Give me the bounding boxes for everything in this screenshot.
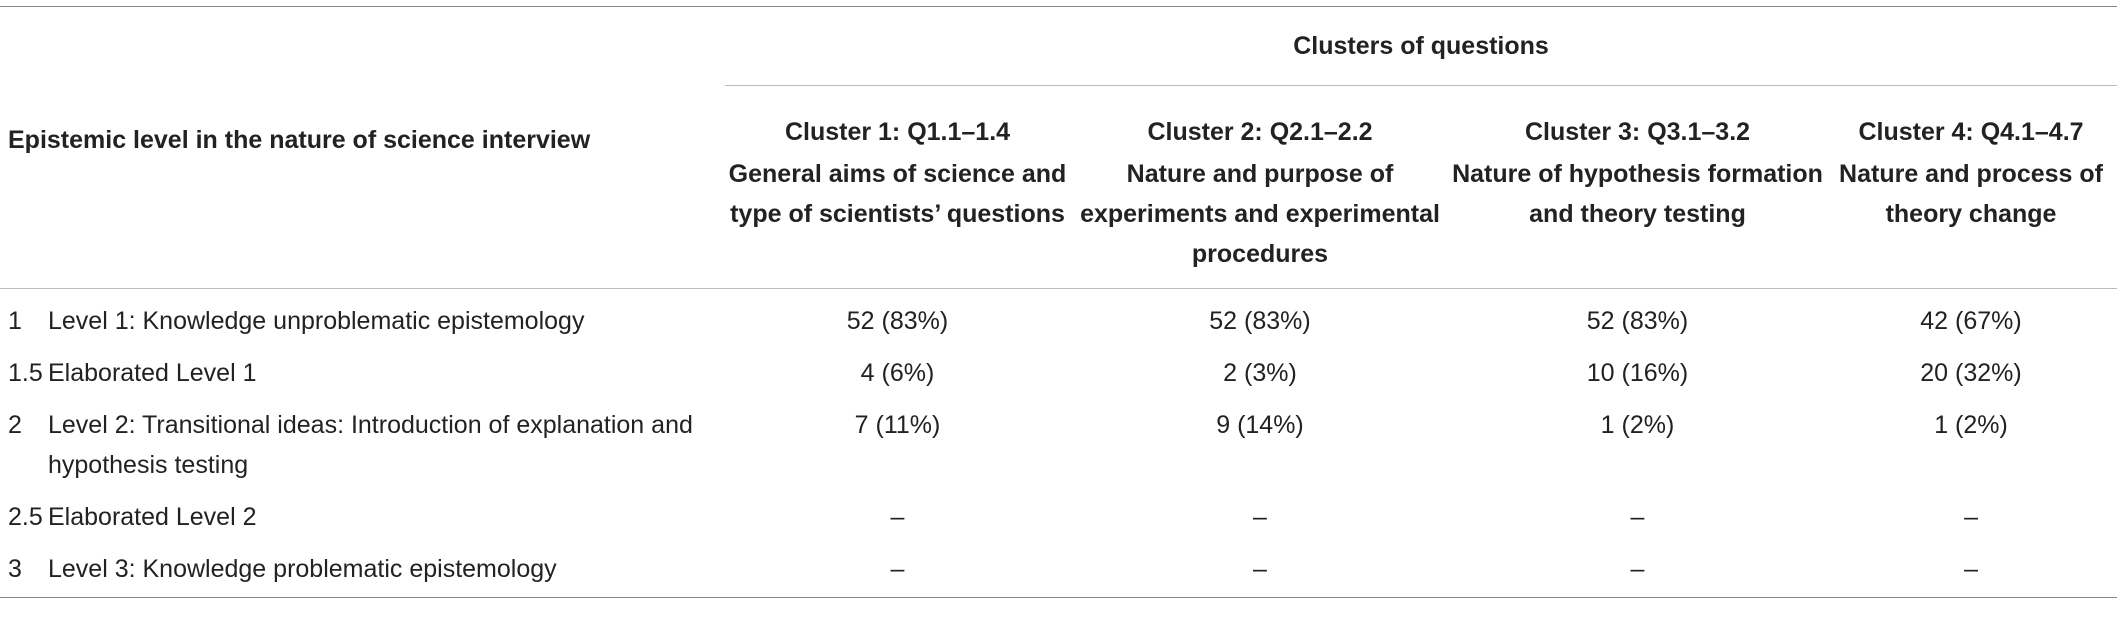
level-number: 1	[8, 307, 22, 335]
value-cell: 1 (2%)	[1934, 411, 2008, 439]
cluster-1-id: Cluster 1: Q1.1–1.4	[784, 118, 1011, 146]
value-cell: –	[890, 503, 905, 531]
level-label: Level 3: Knowledge problematic epistemol…	[48, 555, 557, 583]
level-cell: 2 Level 2: Transitional ideas: Introduct…	[0, 393, 725, 485]
level-column-header: Epistemic level in the nature of science…	[0, 85, 725, 289]
value-cell: –	[1070, 537, 1450, 598]
level-number: 2.5	[8, 503, 43, 531]
table-row: 3 Level 3: Knowledge problematic epistem…	[0, 537, 2117, 598]
table-row: 2 Level 2: Transitional ideas: Introduct…	[0, 393, 2117, 485]
value-cell: –	[725, 537, 1070, 598]
cluster-1-desc: General aims of science and type of scie…	[728, 160, 1067, 228]
cluster-3-desc: Nature of hypothesis formation and theor…	[1452, 160, 1823, 228]
value-cell: –	[1253, 503, 1267, 531]
cluster-3-header: Cluster 3: Q3.1–3.2 Nature of hypothesis…	[1450, 85, 1825, 289]
value-cell: 20 (32%)	[1920, 359, 2022, 387]
value-cell: 2 (3%)	[1223, 359, 1297, 387]
level-cell: 1.5 Elaborated Level 1	[0, 341, 725, 393]
level-label: Level 1: Knowledge unproblematic epistem…	[48, 307, 585, 335]
value-cell: 52 (83%)	[846, 307, 949, 335]
value-cell: 9 (14%)	[1216, 411, 1304, 439]
cluster-2-header: Cluster 2: Q2.1–2.2 Nature and purpose o…	[1070, 85, 1450, 289]
value-cell: 10 (16%)	[1586, 359, 1689, 387]
table-row: 2.5 Elaborated Level 2 – – – –	[0, 485, 2117, 537]
value-cell: 52 (83%)	[1586, 307, 1689, 335]
level-label: Elaborated Level 2	[48, 503, 257, 531]
value-cell: 1 (2%)	[1600, 411, 1675, 439]
level-number: 3	[8, 555, 22, 583]
value-cell: –	[1964, 503, 1978, 531]
clusters-title: Clusters of questions	[725, 6, 2117, 86]
cluster-4-desc: Nature and process of theory change	[1839, 160, 2103, 228]
cluster-2-desc: Nature and purpose of experiments and ex…	[1080, 160, 1440, 268]
level-label: Elaborated Level 1	[48, 359, 257, 387]
header-row-subclusters: Epistemic level in the nature of science…	[0, 85, 2117, 289]
level-cell: 3 Level 3: Knowledge problematic epistem…	[0, 537, 725, 598]
value-cell: 42 (67%)	[1920, 307, 2022, 335]
value-cell: –	[1450, 537, 1825, 598]
cluster-2-id: Cluster 2: Q2.1–2.2	[1147, 118, 1373, 146]
header-row-clusters: Clusters of questions	[0, 6, 2117, 86]
value-cell: 4 (6%)	[860, 359, 935, 387]
epistemic-level-table: Clusters of questions Epistemic level in…	[0, 6, 2117, 598]
table-row: 1.5 Elaborated Level 1 4 (6%) 2 (3%) 10 …	[0, 341, 2117, 393]
cluster-4-id: Cluster 4: Q4.1–4.7	[1858, 118, 2084, 146]
level-number: 2	[8, 411, 22, 439]
cluster-4-header: Cluster 4: Q4.1–4.7 Nature and process o…	[1825, 85, 2117, 289]
header-blank-cell	[0, 6, 725, 86]
value-cell: 52 (83%)	[1209, 307, 1311, 335]
value-cell: 7 (11%)	[854, 411, 941, 439]
level-cell: 2.5 Elaborated Level 2	[0, 485, 725, 537]
level-cell: 1 Level 1: Knowledge unproblematic epist…	[0, 289, 725, 342]
level-number: 1.5	[8, 359, 43, 387]
cluster-1-header: Cluster 1: Q1.1–1.4 General aims of scie…	[725, 85, 1070, 289]
value-cell: –	[1630, 503, 1645, 531]
level-label: Level 2: Transitional ideas: Introductio…	[48, 411, 693, 479]
value-cell: –	[1825, 537, 2117, 598]
table-row: 1 Level 1: Knowledge unproblematic epist…	[0, 289, 2117, 342]
cluster-3-id: Cluster 3: Q3.1–3.2	[1524, 118, 1751, 146]
